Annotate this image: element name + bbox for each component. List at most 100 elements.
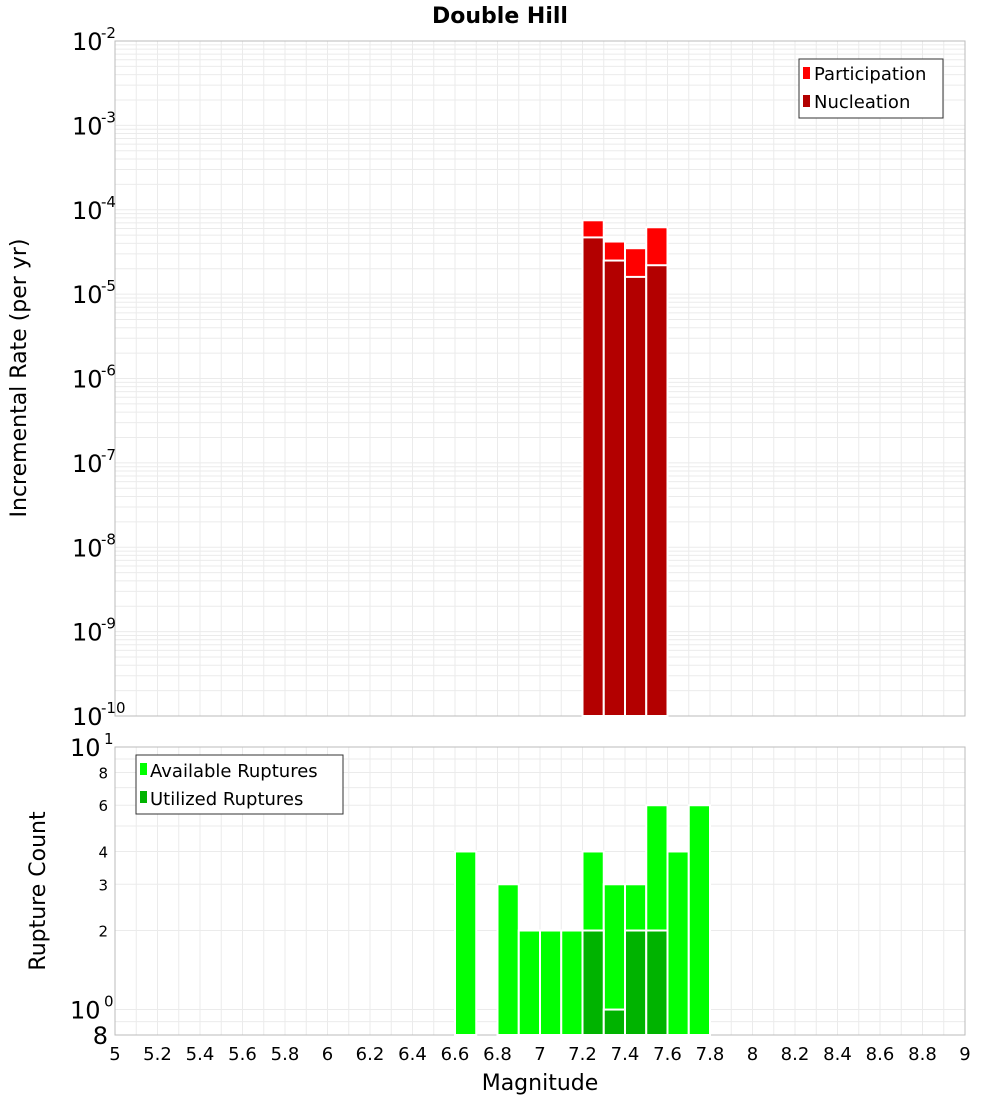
bottom-y-tick-label: 2 — [98, 923, 108, 941]
x-tick-label: 7.8 — [696, 1044, 725, 1065]
top-bar-nucleation — [581, 236, 605, 717]
x-tick-label: 6.6 — [441, 1044, 470, 1065]
bottom-legend-box — [135, 754, 344, 815]
top-plot-frame — [114, 40, 966, 717]
bottom-bar-utilized-ruptures — [645, 929, 669, 1036]
x-tick-label: 7.4 — [611, 1044, 640, 1065]
bottom-y-tick-label: 3 — [98, 876, 108, 894]
x-tick-label: 8.6 — [866, 1044, 895, 1065]
svg-text:-2: -2 — [101, 24, 116, 42]
legend-swatch-utilized — [140, 791, 147, 803]
svg-text:-7: -7 — [101, 446, 116, 464]
svg-text:1: 1 — [104, 730, 114, 748]
bottom-y-tick-label: 8 — [93, 1022, 108, 1050]
x-tick-label: 5.4 — [186, 1044, 215, 1065]
svg-text:0: 0 — [104, 993, 114, 1011]
legend-label-available: Available Ruptures — [150, 761, 318, 782]
top-y-decade-label: 10-5 — [72, 277, 116, 309]
top-legend: Participation Nucleation — [798, 58, 944, 119]
bottom-bar-available-ruptures — [496, 883, 520, 1036]
bottom-y-tick-label: 4 — [98, 843, 108, 861]
top-y-decade-label: 10-6 — [72, 362, 116, 394]
bottom-y-axis-label: Rupture Count — [26, 811, 51, 971]
svg-text:-10: -10 — [101, 699, 126, 717]
svg-text:10: 10 — [72, 112, 103, 140]
top-y-decade-label: 10-7 — [72, 446, 116, 478]
bottom-bars — [454, 804, 711, 1037]
top-legend-box — [798, 58, 944, 119]
chart-title: Double Hill — [432, 4, 568, 29]
legend-swatch-participation — [803, 67, 810, 79]
x-tick-label: 8 — [747, 1044, 758, 1065]
top-y-decade-label: 10-2 — [72, 24, 116, 56]
bottom-y-decade-label: 10 0 — [70, 993, 114, 1025]
x-tick-label: 7.6 — [653, 1044, 682, 1065]
x-tick-label: 5.8 — [271, 1044, 300, 1065]
x-tick-label: 8.8 — [908, 1044, 937, 1065]
legend-swatch-nucleation — [803, 95, 810, 107]
bottom-legend: Available Ruptures Utilized Ruptures — [135, 754, 344, 815]
x-tick-label: 6.2 — [356, 1044, 385, 1065]
svg-text:10: 10 — [72, 619, 103, 647]
x-tick-label: 5 — [109, 1044, 120, 1065]
top-y-decade-label: 10-4 — [72, 193, 116, 225]
x-tick-label: 8.2 — [781, 1044, 810, 1065]
svg-text:10: 10 — [72, 281, 103, 309]
svg-text:-3: -3 — [101, 108, 116, 126]
x-tick-label: 9 — [959, 1044, 970, 1065]
svg-text:10: 10 — [70, 997, 101, 1025]
top-y-axis-label: Incremental Rate (per yr) — [7, 239, 32, 518]
svg-text:10: 10 — [72, 197, 103, 225]
legend-label-utilized: Utilized Ruptures — [150, 789, 303, 810]
bottom-bar-available-ruptures — [666, 850, 690, 1037]
svg-text:-8: -8 — [101, 530, 116, 548]
svg-text:-4: -4 — [101, 193, 116, 211]
bottom-bar-available-ruptures — [560, 929, 584, 1036]
top-gridlines — [114, 41, 966, 717]
bottom-bar-available-ruptures — [454, 850, 478, 1037]
x-tick-label: 7.2 — [568, 1044, 597, 1065]
bottom-y-tick-label: 8 — [98, 764, 108, 782]
svg-text:10: 10 — [72, 534, 103, 562]
x-tick-labels: 5 5.2 5.4 5.6 5.8 6 6.2 6.4 6.6 6.8 7 7.2 7.4 7.6 7.8 8… — [109, 1044, 970, 1065]
legend-label-participation: Participation — [814, 64, 926, 85]
bottom-bar-available-ruptures — [539, 929, 563, 1036]
legend-swatch-available — [140, 763, 147, 775]
x-axis-label: Magnitude — [482, 1071, 599, 1096]
bottom-bar-available-ruptures — [517, 929, 541, 1036]
top-bar-nucleation — [624, 275, 648, 717]
top-bar-nucleation — [602, 259, 626, 717]
x-tick-label: 5.6 — [228, 1044, 257, 1065]
x-tick-label: 6.4 — [398, 1044, 427, 1065]
bottom-bar-utilized-ruptures — [624, 929, 648, 1036]
svg-text:10: 10 — [72, 450, 103, 478]
top-y-decade-label: 10-9 — [72, 615, 116, 647]
top-y-decade-label: 10-8 — [72, 530, 116, 562]
svg-text:10: 10 — [72, 703, 103, 731]
svg-text:-9: -9 — [101, 615, 116, 633]
top-bars — [581, 219, 669, 718]
svg-text:10: 10 — [70, 734, 101, 762]
x-tick-label: 5.2 — [143, 1044, 172, 1065]
top-y-decade-label: 10-3 — [72, 108, 116, 140]
legend-label-nucleation: Nucleation — [814, 92, 910, 113]
x-tick-label: 6.8 — [483, 1044, 512, 1065]
bottom-bar-utilized-ruptures — [602, 1008, 626, 1037]
svg-text:-6: -6 — [101, 362, 116, 380]
bottom-y-tick-label: 6 — [98, 797, 108, 815]
bottom-y-decade-label: 10 1 — [70, 730, 114, 762]
svg-text:-5: -5 — [101, 277, 116, 295]
bottom-bar-available-ruptures — [687, 804, 711, 1037]
bottom-bar-utilized-ruptures — [581, 929, 605, 1036]
x-tick-label: 8.4 — [823, 1044, 852, 1065]
top-y-decade-label: 10-10 — [72, 699, 126, 731]
top-bar-nucleation — [645, 264, 669, 717]
svg-text:10: 10 — [72, 28, 103, 56]
x-tick-label: 6 — [322, 1044, 333, 1065]
svg-text:10: 10 — [72, 366, 103, 394]
